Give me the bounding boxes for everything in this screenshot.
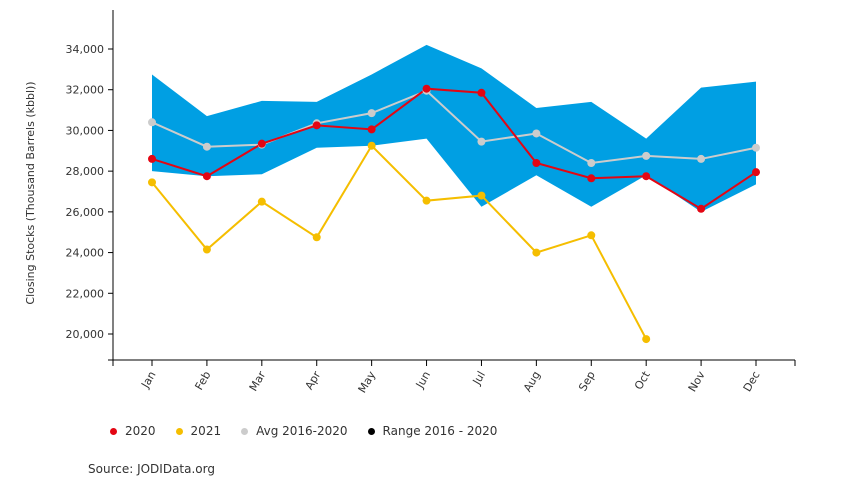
legend-item-range[interactable]: Range 2016 - 2020	[367, 424, 498, 438]
x-tick-label: Nov	[686, 369, 708, 395]
legend-label-range: Range 2016 - 2020	[382, 424, 498, 438]
x-tick-label: Aug	[521, 369, 543, 394]
y-tick-label: 30,000	[66, 124, 105, 137]
x-tick-label: Jun	[413, 369, 433, 391]
data-point-avg-2016-2020	[532, 129, 541, 138]
data-point-avg-2016-2020	[642, 151, 651, 160]
legend: 2020 2021 Avg 2016-2020 Range 2016 - 202…	[110, 424, 517, 438]
data-point-avg-2016-2020	[367, 109, 376, 118]
series-line-2021	[151, 144, 648, 340]
x-tick-label: Feb	[193, 369, 214, 392]
x-tick-label: Oct	[632, 368, 653, 392]
series-line-avg-2016-2020	[151, 89, 757, 165]
legend-label-2021: 2021	[190, 424, 222, 438]
data-point-2021	[148, 178, 156, 187]
data-point-avg-2016-2020	[148, 118, 156, 127]
legend-marker-range	[367, 427, 375, 435]
data-point-2021	[642, 335, 651, 344]
x-tick-label: Sep	[576, 369, 598, 393]
x-tick-label: Dec	[741, 369, 763, 394]
data-point-avg-2016-2020	[477, 137, 486, 146]
legend-label-avg: Avg 2016-2020	[256, 424, 348, 438]
data-point-2021	[477, 191, 486, 200]
legend-item-avg[interactable]: Avg 2016-2020	[241, 424, 348, 438]
y-axis-title: Closing Stocks (Thousand Barrels (kbbl))	[24, 81, 37, 304]
x-tick-label: Mar	[247, 369, 269, 394]
source-note: Source: JODIData.org	[88, 462, 215, 476]
series-points-layer	[148, 84, 760, 344]
range-layer	[152, 44, 756, 212]
data-point-2021	[202, 245, 211, 254]
y-tick-label: 34,000	[66, 43, 105, 56]
data-point-2020	[587, 174, 596, 183]
data-point-2020	[257, 139, 266, 148]
data-point-2021	[532, 248, 541, 257]
data-point-2020	[422, 84, 431, 93]
data-point-2020	[148, 154, 156, 163]
legend-item-2021[interactable]: 2021	[175, 424, 222, 438]
data-point-2020	[477, 88, 486, 97]
y-tick-label: 24,000	[66, 247, 105, 260]
y-tick-label: 28,000	[66, 165, 105, 178]
legend-label-2020: 2020	[125, 424, 156, 438]
data-point-2021	[587, 231, 596, 240]
x-tick-label: Jan	[138, 369, 158, 391]
legend-marker-2021	[175, 427, 183, 435]
range-band	[152, 44, 756, 212]
data-point-avg-2016-2020	[587, 159, 596, 167]
x-tick-label: Apr	[303, 369, 324, 392]
data-point-2020	[697, 204, 706, 213]
y-tick-label: 26,000	[66, 206, 105, 219]
data-point-avg-2016-2020	[752, 143, 760, 152]
data-point-2020	[312, 121, 321, 130]
legend-marker-avg	[241, 427, 249, 435]
data-point-2021	[257, 197, 266, 206]
x-tick-label: May	[356, 369, 379, 396]
data-point-2021	[312, 233, 321, 242]
data-point-2020	[367, 125, 376, 134]
data-point-avg-2016-2020	[697, 154, 706, 163]
y-tick-label: 22,000	[66, 287, 105, 300]
data-point-2020	[752, 168, 760, 177]
y-tick-label: 32,000	[66, 84, 105, 97]
y-tick-label: 20,000	[66, 328, 105, 341]
data-point-avg-2016-2020	[202, 142, 211, 151]
data-point-2020	[642, 172, 651, 181]
legend-item-2020[interactable]: 2020	[110, 424, 156, 438]
series-line-2020	[151, 87, 757, 210]
data-point-2020	[202, 172, 211, 181]
x-tick-label: Jul	[470, 369, 488, 388]
data-point-2021	[367, 141, 376, 150]
data-point-2020	[532, 159, 541, 167]
data-point-2021	[422, 196, 431, 205]
series-lines-layer	[151, 87, 757, 340]
axes-layer: 20,000 22,000 24,000 26,000 28,000 30,000 32,0…	[66, 10, 796, 395]
legend-marker-2020	[110, 427, 117, 435]
